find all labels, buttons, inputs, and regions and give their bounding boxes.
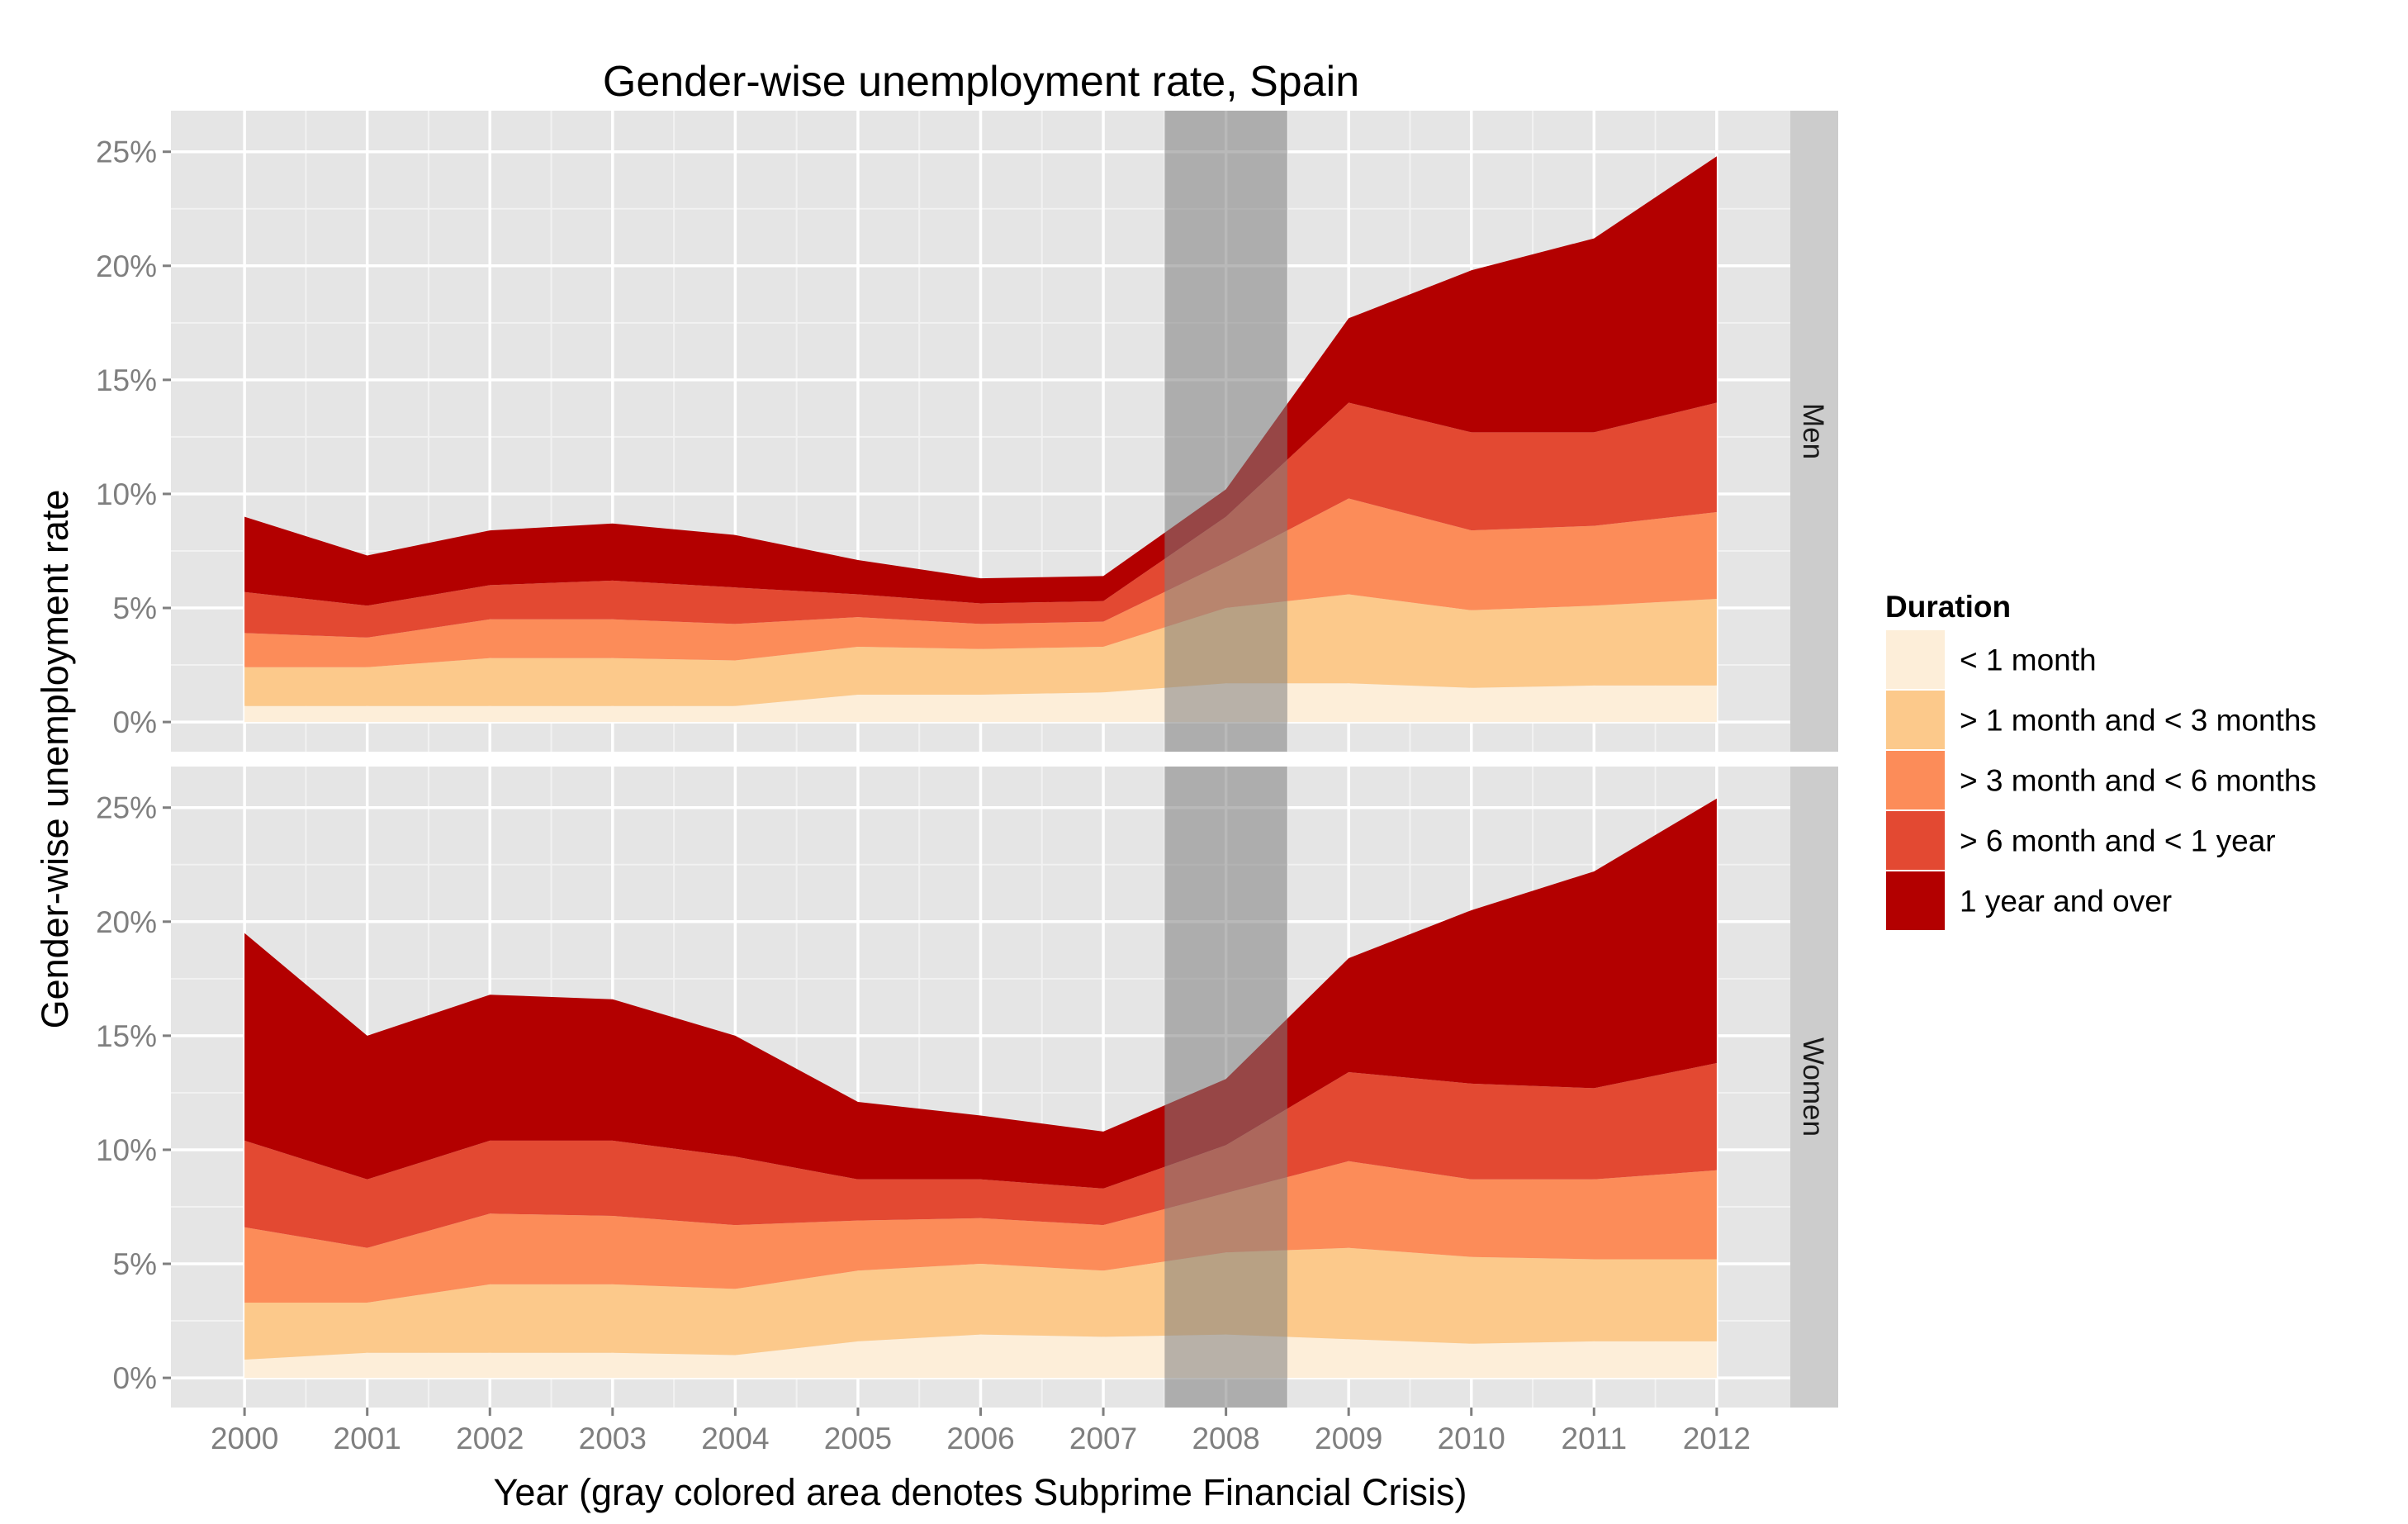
- panel-women-y-tick-label: 15%: [96, 1019, 157, 1053]
- panel-women-y-axis: 0% 5% 10% 15% 20% 25%: [96, 791, 171, 1395]
- chart-title: Gender-wise unemployment rate, Spain: [603, 58, 1359, 106]
- x-tick-label: 2006: [946, 1422, 1014, 1455]
- panel-men-y-tick-label: 25%: [96, 135, 157, 169]
- panel-men-areas: [244, 156, 1717, 723]
- legend-item-label: > 1 month and < 3 months: [1960, 704, 2316, 738]
- legend: Duration < 1 month > 1 month and < 3 mont…: [1884, 590, 2316, 932]
- panel-men-area-1-month: [244, 683, 1717, 723]
- y-axis-title: Gender-wise unemployment rate: [34, 490, 76, 1029]
- x-tick-label: 2003: [579, 1422, 647, 1455]
- panel-men-crisis-band-rect: [1164, 111, 1287, 752]
- x-tick-label: 2001: [334, 1422, 401, 1455]
- panel-men-strip-label: Men: [1797, 403, 1829, 459]
- panel-women-strip: [1790, 767, 1838, 1408]
- panel-men-y-tick-label: 5%: [113, 591, 157, 625]
- x-tick-label: 2000: [211, 1422, 278, 1455]
- panel-women-crisis-band-rect: [1164, 767, 1287, 1408]
- panel-men-crisis-band: [1164, 111, 1287, 752]
- panel-women-area-6-month-and-1-year: [244, 1063, 1717, 1248]
- legend-key: [1886, 751, 1945, 809]
- panel-women-y-tick-label: 0%: [113, 1361, 157, 1395]
- x-tick-label: 2011: [1562, 1422, 1628, 1455]
- panel-women-y-tick-label: 5%: [113, 1247, 157, 1281]
- x-tick-label: 2009: [1315, 1422, 1382, 1455]
- panel-men: 0% 5% 10% 15% 20% 25% Men: [96, 111, 1838, 752]
- panel-men-area-1-month-and-3-months: [244, 594, 1717, 706]
- legend-item-label: > 6 month and < 1 year: [1960, 824, 2276, 858]
- panel-women-area-1-month: [244, 1334, 1717, 1379]
- x-tick-label: 2008: [1192, 1422, 1259, 1455]
- x-tick-label: 2002: [456, 1422, 524, 1455]
- legend-item-label: < 1 month: [1960, 643, 2097, 677]
- legend-key: [1886, 811, 1945, 870]
- panel-women-area-3-month-and-6-months: [244, 1161, 1717, 1303]
- x-tick-label: 2005: [824, 1422, 892, 1455]
- panel-men-area-1-year-and-over: [244, 156, 1717, 606]
- panel-men-y-tick-label: 0%: [113, 705, 157, 739]
- x-axis: 2000 2001 2002 2003 2004 2005 2006 2007 2008 2009…: [211, 1408, 1751, 1455]
- panel-men-area-3-month-and-6-months: [244, 498, 1717, 667]
- x-tick-label: 2012: [1683, 1422, 1751, 1455]
- panel-men-y-tick-label: 20%: [96, 249, 157, 283]
- panel-men-y-axis: 0% 5% 10% 15% 20% 25%: [96, 135, 171, 739]
- panel-men-area-6-month-and-1-year: [244, 402, 1717, 638]
- panel-women-y-tick-label: 25%: [96, 791, 157, 825]
- panel-women-areas: [244, 798, 1717, 1379]
- panel-women-y-tick-label: 20%: [96, 905, 157, 939]
- panel-women-area-1-year-and-over: [244, 798, 1717, 1189]
- panel-women-area-1-month-and-3-months: [244, 1247, 1717, 1360]
- legend-item-label: > 3 month and < 6 months: [1960, 764, 2316, 798]
- panel-women-crisis-band: [1164, 767, 1287, 1408]
- legend-item-label: 1 year and over: [1960, 885, 2172, 919]
- panel-men-y-tick-label: 15%: [96, 363, 157, 397]
- panel-men-strip: [1790, 111, 1838, 752]
- panel-women-strip-label: Women: [1797, 1037, 1829, 1137]
- panel-women: 0% 5% 10% 15% 20% 25% Women: [96, 767, 1838, 1408]
- panel-women-y-tick-label: 10%: [96, 1133, 157, 1167]
- x-axis-title: Year (gray colored area denotes Subprime…: [494, 1471, 1467, 1513]
- x-tick-label: 2010: [1438, 1422, 1505, 1455]
- legend-key: [1886, 630, 1945, 689]
- panel-men-y-tick-label: 10%: [96, 477, 157, 511]
- legend-key: [1886, 871, 1945, 930]
- legend-title: Duration: [1885, 590, 2011, 624]
- legend-key: [1886, 691, 1945, 749]
- x-tick-label: 2007: [1069, 1422, 1137, 1455]
- x-tick-label: 2004: [701, 1422, 769, 1455]
